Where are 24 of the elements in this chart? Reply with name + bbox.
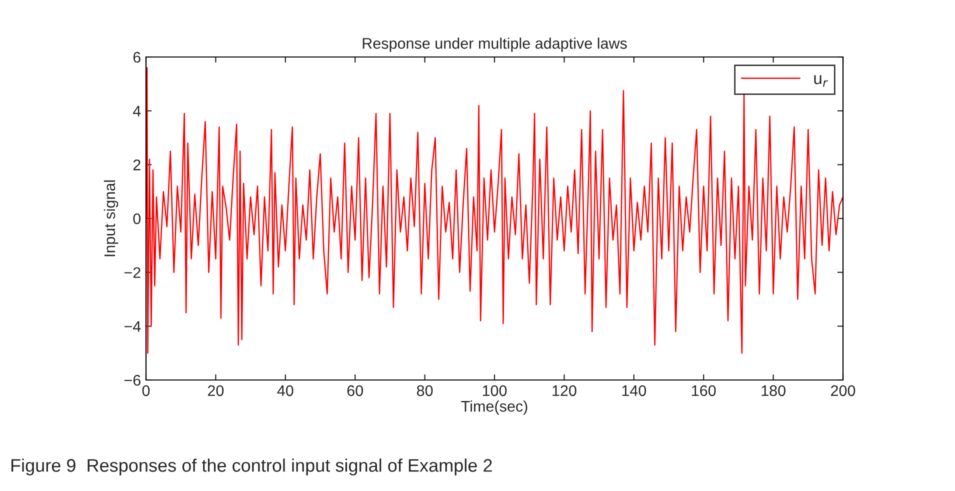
x-tick-label: 20 (208, 385, 224, 396)
x-tick-label: 80 (416, 385, 433, 396)
y-tick-label: 2 (133, 160, 140, 170)
x-tick-label: 180 (762, 385, 786, 396)
y-axis-title: Input signal (104, 180, 118, 256)
y-tick-label: −2 (124, 267, 140, 278)
x-tick-label: 120 (552, 385, 576, 396)
y-tick-label: 0 (133, 213, 141, 224)
x-tick-label: 40 (277, 385, 294, 396)
x-tick-label: 140 (622, 385, 646, 396)
y-tick-label: −4 (124, 321, 141, 332)
x-tick-label: 60 (347, 385, 363, 396)
caption: Figure 9 Responses of the control input signal of Example 2 (11, 458, 492, 476)
line-series (146, 67, 843, 354)
x-tick-label: 100 (482, 385, 507, 396)
legend-label: u$_{r}$ (814, 75, 828, 87)
y-tick-label: 4 (132, 106, 141, 116)
y-tick-label: 6 (133, 52, 140, 63)
chart-title: Response under multiple adaptive laws (362, 38, 627, 52)
x-axis-title: Time(sec) (461, 400, 528, 415)
x-tick-label: 0 (142, 385, 150, 396)
y-tick-label: −6 (124, 374, 140, 386)
x-tick-label: 160 (692, 385, 716, 396)
x-tick-label: 200 (831, 385, 856, 396)
